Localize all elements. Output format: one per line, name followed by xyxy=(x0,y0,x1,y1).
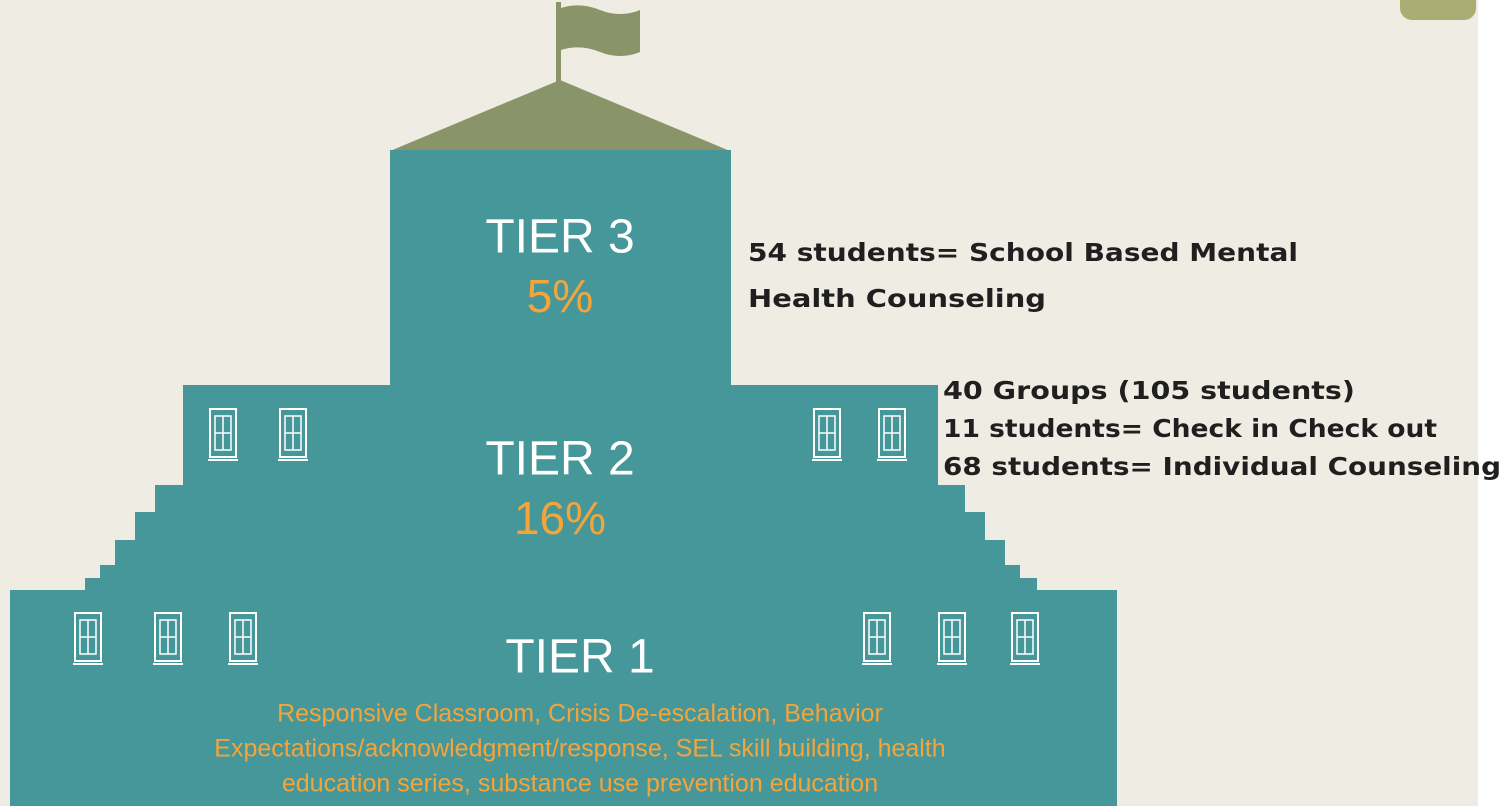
tier-description: education series, substance use preventi… xyxy=(282,770,878,798)
tier-label: TIER 1 xyxy=(505,631,654,684)
tier-3-block xyxy=(390,150,731,386)
tab xyxy=(1400,0,1476,20)
margin xyxy=(1478,0,1509,806)
tier-note: Health Counseling xyxy=(748,284,1046,313)
tier-percent: 5% xyxy=(527,270,593,322)
tier-note: 11 students= Check in Check out xyxy=(943,414,1437,443)
tier-description: Expectations/acknowledgment/response, SE… xyxy=(214,735,945,763)
tier-note: 68 students= Individual Counseling xyxy=(943,452,1501,481)
tier-percent: 16% xyxy=(514,492,606,544)
slide: TIER 3 5% TIER 2 16% TIER 1 Responsive C… xyxy=(0,0,1509,806)
tier-note: 54 students= School Based Mental xyxy=(748,238,1298,267)
tier-label: TIER 2 xyxy=(485,433,634,486)
tier-description: Responsive Classroom, Crisis De-escalati… xyxy=(277,700,883,728)
flag-pole xyxy=(556,2,561,82)
page: TIER 3 5% TIER 2 16% TIER 1 Responsive C… xyxy=(0,0,1509,806)
tier-label: TIER 3 xyxy=(485,211,634,264)
tier-note: 40 Groups (105 students) xyxy=(943,376,1355,405)
